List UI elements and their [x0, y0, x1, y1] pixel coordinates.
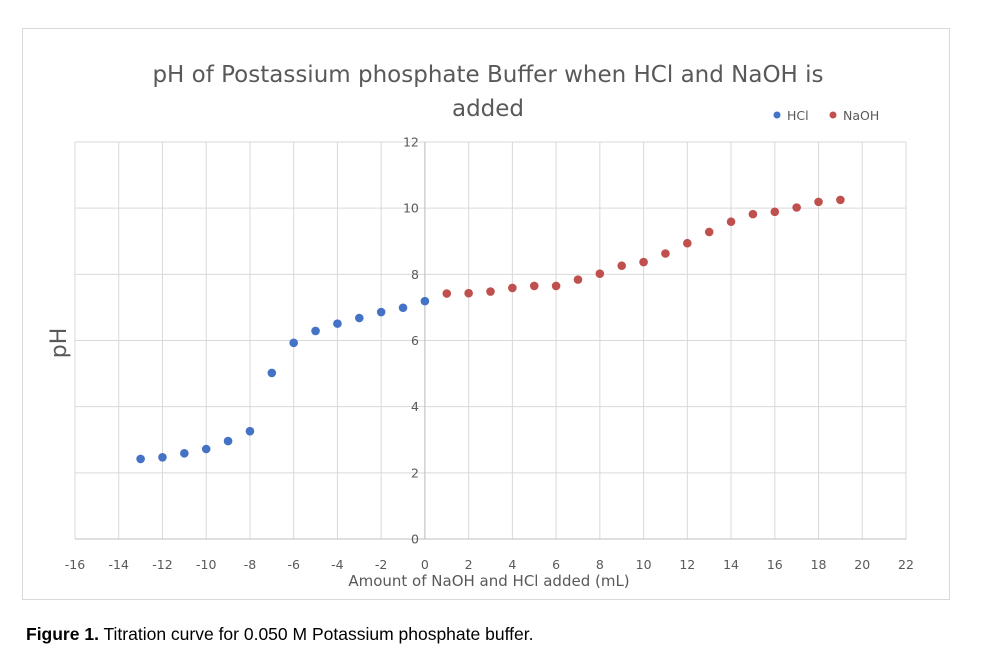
point-naoh	[442, 289, 452, 298]
point-hcl	[267, 368, 277, 378]
point-hcl	[136, 454, 145, 464]
figure-caption: Figure 1. Titration curve for 0.050 M Po…	[26, 624, 533, 645]
y-tick-label: 0	[411, 532, 419, 547]
point-hcl	[245, 426, 255, 436]
point-naoh	[792, 203, 801, 212]
x-tick-label: -14	[109, 557, 129, 572]
x-axis-title: Amount of NaOH and HCl added (mL)	[348, 572, 629, 590]
data-points	[136, 195, 845, 464]
y-tick-label: 12	[403, 135, 419, 150]
x-tick-label: -16	[65, 557, 85, 572]
x-tick-label: 16	[767, 557, 783, 572]
point-naoh	[508, 283, 517, 293]
point-hcl	[201, 444, 211, 454]
x-tick-label: -4	[331, 557, 344, 572]
legend-label-hcl: HCl	[787, 108, 809, 123]
point-hcl	[354, 313, 364, 323]
point-hcl	[376, 307, 386, 317]
chart-title-line-2: added	[452, 96, 524, 122]
x-tick-label: 0	[421, 557, 429, 572]
gridlines	[74, 141, 907, 539]
legend: HCl NaOH	[773, 108, 879, 123]
y-tick-labels: 0 2 4 6 8 10 12	[403, 135, 419, 547]
x-tick-label: 6	[552, 557, 560, 572]
x-tick-label: -10	[196, 557, 216, 572]
point-naoh	[683, 238, 692, 248]
point-naoh	[726, 217, 736, 227]
point-naoh	[486, 287, 495, 296]
x-tick-label: -2	[375, 557, 387, 572]
scatter-chart: pH of Postassium phosphate Buffer when H…	[47, 62, 914, 590]
x-tick-label: 10	[636, 557, 652, 572]
y-axis-title: pH	[47, 328, 72, 359]
x-tick-label: 18	[811, 557, 827, 572]
legend-label-naoh: NaOH	[843, 108, 879, 123]
y-tick-label: 10	[403, 201, 419, 216]
point-hcl	[333, 319, 342, 328]
y-tick-label: 8	[411, 267, 419, 282]
y-tick-label: 4	[411, 399, 419, 414]
x-tick-label: 20	[854, 557, 870, 572]
point-hcl	[398, 303, 408, 313]
x-tick-label: -8	[244, 557, 257, 572]
x-tick-label: -6	[287, 557, 300, 572]
legend-marker-naoh	[829, 111, 837, 119]
point-naoh	[836, 195, 845, 205]
point-naoh	[814, 197, 823, 207]
point-naoh	[529, 281, 539, 291]
caption-label: Figure 1.	[26, 624, 99, 644]
point-naoh	[639, 257, 648, 267]
point-naoh	[748, 209, 758, 219]
x-tick-label: -12	[152, 557, 172, 572]
point-naoh	[617, 261, 627, 271]
point-hcl	[289, 338, 298, 348]
point-naoh	[704, 227, 714, 237]
chart-title-line-1: pH of Postassium phosphate Buffer when H…	[152, 62, 823, 88]
point-hcl	[158, 452, 167, 462]
point-naoh	[464, 288, 473, 298]
point-naoh	[551, 281, 561, 291]
y-tick-label: 6	[411, 333, 419, 348]
point-naoh	[770, 207, 780, 217]
x-tick-label: 22	[898, 557, 914, 572]
x-tick-label: 4	[508, 557, 516, 572]
point-naoh	[595, 269, 605, 278]
y-tick-label: 2	[411, 465, 419, 480]
point-naoh	[661, 249, 670, 258]
point-hcl	[180, 449, 189, 458]
point-hcl	[311, 326, 320, 336]
legend-marker-hcl	[773, 111, 781, 119]
x-tick-label: 12	[679, 557, 695, 572]
x-tick-label: 2	[465, 557, 473, 572]
point-hcl	[420, 296, 430, 306]
x-tick-label: 8	[596, 557, 604, 572]
caption-text: Titration curve for 0.050 M Potassium ph…	[98, 624, 534, 644]
x-tick-labels: -16 -14 -12 -10 -8 -6 -4 -2 0 2 4 6 8 10 12 14 16 18 20 22	[65, 557, 914, 572]
point-naoh	[573, 275, 583, 284]
point-hcl	[223, 436, 233, 446]
chart-area: pH of Postassium phosphate Buffer when H…	[22, 28, 950, 600]
x-tick-label: 14	[723, 557, 739, 572]
axes	[75, 142, 906, 540]
